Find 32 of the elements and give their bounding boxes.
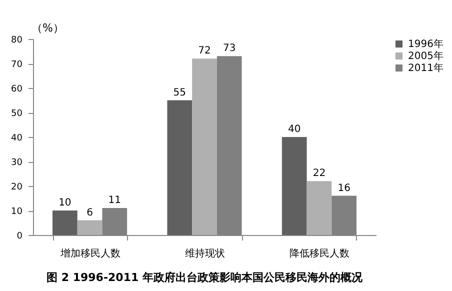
bar [52,210,78,235]
x-tick-label: 增加移民人数 [59,248,120,260]
bar [306,181,332,235]
data-label: 16 [338,182,350,194]
text: 图 2 1996-2011 年政府出台政策影响本国公民移民海外的概况 [46,271,364,284]
y-axis-title: （%） [32,22,64,34]
data-label: 10 [58,198,72,208]
y-tick-label: 30 [11,158,23,168]
x-tick-label: 维持现状 [185,248,225,260]
data-label: 40 [288,124,301,135]
data-label: 55 [173,87,186,98]
data-label: 11 [108,195,122,206]
bar [77,220,102,235]
y-tick-label: 80 [11,36,23,46]
x-tick-label: 降低移民人数 [290,248,350,260]
legend-label: 1996年 [408,38,444,50]
bar [167,100,192,235]
data-label: 22 [312,168,326,180]
bar [282,137,307,235]
y-tick-label: 0 [16,232,23,242]
y-tick-label: 40 [11,134,23,144]
y-tick-label: 60 [11,84,23,94]
data-label: 73 [222,43,236,54]
bar [192,58,217,235]
y-tick-label: 10 [11,207,23,217]
legend-label: 2005年 [408,50,444,62]
legend-label: 2011年 [408,62,444,74]
y-tick-label: 50 [11,109,23,119]
data-label: 72 [198,46,211,57]
y-tick-label: 20 [11,182,23,192]
y-tick-label: 70 [11,60,23,70]
data-label: 6 [86,207,93,218]
